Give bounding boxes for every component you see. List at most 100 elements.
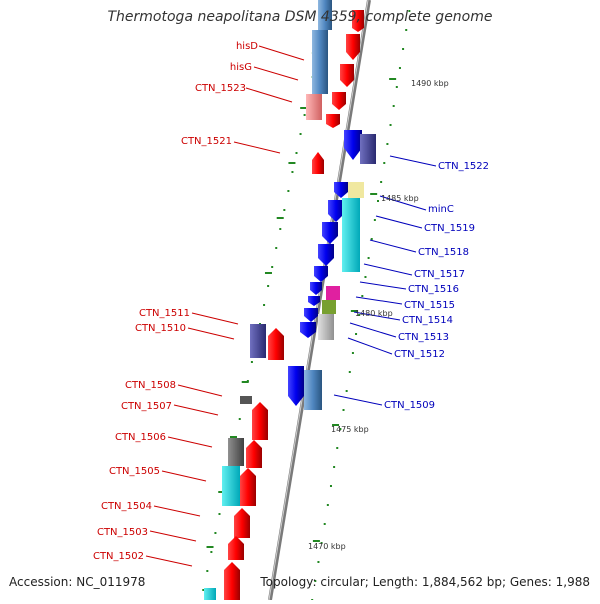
gene-arrow <box>340 64 354 87</box>
scale-dot <box>320 542 323 544</box>
scale-dot <box>348 371 351 373</box>
accession-text: Accession: NC_011978 <box>9 575 146 589</box>
gene-block <box>360 134 376 164</box>
scale-tick <box>350 310 358 312</box>
scale-tick <box>276 217 284 219</box>
scale-dot <box>263 304 266 306</box>
right-gene-label: minC <box>428 204 454 215</box>
scale-label: 1485 kbp <box>381 194 419 203</box>
gene-arrow <box>314 266 328 282</box>
scale-dot <box>317 561 320 563</box>
left-gene-label: CTN_1508 <box>125 380 176 391</box>
gene-arrow <box>326 114 340 128</box>
scale-dot <box>336 447 339 449</box>
left-gene-label: CTN_1505 <box>109 466 160 477</box>
scale-dot <box>364 276 367 278</box>
gene-arrow <box>332 92 346 110</box>
gene-arrow <box>334 182 348 198</box>
gene-arrow <box>308 296 320 306</box>
left-gene-label: CTN_1521 <box>181 136 232 147</box>
scale-dot <box>386 143 389 145</box>
gene-block <box>204 588 216 600</box>
gene-arrow <box>288 366 304 406</box>
scale-tick <box>370 193 378 195</box>
scale-label: 1480 kbp <box>355 309 393 318</box>
gene-arrow <box>234 508 250 538</box>
scale-dot <box>370 238 373 240</box>
scale-dot <box>389 124 392 126</box>
gene-arrow <box>328 200 344 222</box>
left-gene-label: CTN_1502 <box>93 551 144 562</box>
right-gene-label: CTN_1514 <box>402 315 453 326</box>
left-gene-label: CTN_1510 <box>135 323 186 334</box>
scale-label: 1475 kbp <box>331 425 369 434</box>
scale-dot <box>358 314 361 316</box>
scale-tick <box>206 546 214 548</box>
gene-arrow <box>228 536 244 560</box>
scale-dot <box>295 152 298 154</box>
left-gene-label: CTN_1523 <box>195 83 246 94</box>
scale-dot <box>402 48 405 50</box>
right-gene-label: CTN_1515 <box>404 300 455 311</box>
scale-dot <box>303 114 306 116</box>
scale-dot <box>355 333 358 335</box>
left-gene-label: CTN_1507 <box>121 401 172 412</box>
gene-arrow <box>310 282 322 295</box>
gene-arrow <box>240 468 256 506</box>
gene-block <box>326 286 340 300</box>
gene-arrow <box>318 244 334 266</box>
scale-labels: 1490 kbp 1485 kbp 1480 kbp 1475 kbp 1470 kbp <box>308 79 449 551</box>
scale-dot <box>367 257 370 259</box>
scale-dot <box>345 390 348 392</box>
left-gene-label: CTN_1506 <box>115 432 166 443</box>
scale-dot <box>329 485 332 487</box>
scale-dot <box>291 171 294 173</box>
scale-tick <box>312 540 320 542</box>
map-title: Thermotoga neapolitana DSM 4359, complet… <box>107 9 493 25</box>
scale-dot <box>287 190 290 192</box>
right-gene-label: CTN_1513 <box>398 332 449 343</box>
gene-arrow <box>304 308 318 322</box>
scale-tick <box>218 491 226 493</box>
scale-dot <box>339 428 342 430</box>
scale-dot <box>250 361 253 363</box>
gene-arrow <box>352 10 364 32</box>
gene-block <box>222 466 240 506</box>
scale-dot <box>398 67 401 69</box>
scale-dot <box>361 295 364 297</box>
gene-arrow <box>300 322 316 338</box>
scale-dot <box>206 570 209 572</box>
gene-arrow <box>312 152 324 174</box>
scale-tick <box>389 78 397 80</box>
scale-dot <box>210 551 213 553</box>
scale-dot <box>383 162 386 164</box>
scale-tick <box>229 436 237 438</box>
gene-block <box>306 94 322 120</box>
scale-dot <box>380 181 383 183</box>
scale-dot <box>275 247 278 249</box>
gene-block <box>250 324 266 358</box>
scale-dot <box>333 466 336 468</box>
scale-tick <box>264 272 272 274</box>
scale-dot <box>342 409 345 411</box>
right-gene-label: CTN_1522 <box>438 161 489 172</box>
gene-arrow <box>322 222 338 244</box>
scale-tick <box>300 107 308 109</box>
right-gene-label: CTN_1512 <box>394 349 445 360</box>
left-gene-label: CTN_1503 <box>97 527 148 538</box>
scale-dot <box>283 209 286 211</box>
gene-features-top <box>204 0 376 600</box>
scale-dot <box>267 285 270 287</box>
left-gene-label: CTN_1511 <box>139 308 190 319</box>
gene-block <box>228 438 244 466</box>
scale-dot <box>408 10 411 12</box>
left-gene-label: CTN_1504 <box>101 501 152 512</box>
right-gene-label: CTN_1517 <box>414 269 465 280</box>
gene-block <box>348 182 364 198</box>
left-gene-label: hisD <box>236 41 258 52</box>
scale-dot <box>392 105 395 107</box>
scale-dot <box>314 580 317 582</box>
gene-block <box>318 314 334 340</box>
